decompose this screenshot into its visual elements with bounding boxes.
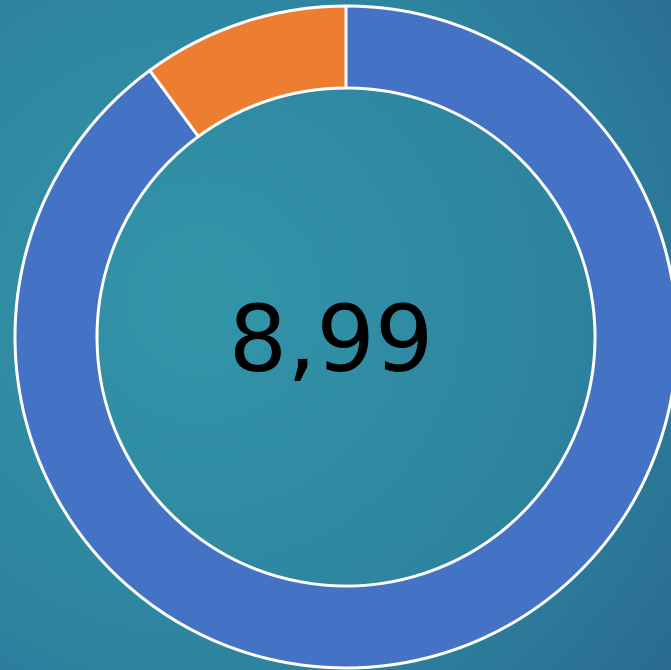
slice bbox=[13, 4, 671, 670]
donut bbox=[13, 4, 671, 670]
slice bbox=[147, 4, 348, 139]
center-label: 8,99 bbox=[229, 285, 434, 392]
